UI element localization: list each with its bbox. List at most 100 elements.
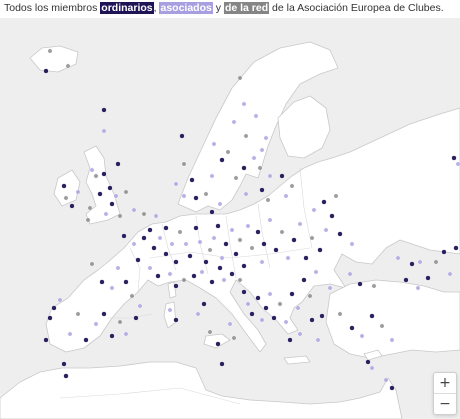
club-marker[interactable] — [307, 293, 313, 299]
club-marker[interactable] — [287, 337, 293, 343]
club-marker[interactable] — [173, 259, 179, 265]
club-marker[interactable] — [93, 173, 99, 179]
club-marker[interactable] — [285, 255, 291, 261]
club-marker[interactable] — [229, 227, 235, 233]
club-marker[interactable] — [301, 277, 307, 283]
club-marker[interactable] — [243, 191, 249, 197]
club-marker[interactable] — [227, 321, 233, 327]
club-marker[interactable] — [147, 265, 153, 271]
club-marker[interactable] — [61, 361, 67, 367]
club-marker[interactable] — [371, 283, 377, 289]
club-marker[interactable] — [203, 259, 209, 265]
club-marker[interactable] — [347, 271, 353, 277]
club-marker[interactable] — [409, 261, 415, 267]
club-marker[interactable] — [389, 337, 395, 343]
club-marker[interactable] — [167, 307, 173, 313]
club-marker[interactable] — [333, 193, 339, 199]
zoom-in-button[interactable]: + — [439, 375, 451, 391]
club-marker[interactable] — [279, 229, 285, 235]
club-marker[interactable] — [209, 173, 215, 179]
club-marker[interactable] — [357, 281, 363, 287]
club-marker[interactable] — [115, 161, 121, 167]
club-marker[interactable] — [317, 247, 323, 253]
club-marker[interactable] — [255, 229, 261, 235]
club-marker[interactable] — [267, 173, 273, 179]
club-marker[interactable] — [219, 157, 225, 163]
club-marker[interactable] — [153, 213, 159, 219]
club-marker[interactable] — [117, 319, 123, 325]
club-marker[interactable] — [203, 191, 209, 197]
club-marker[interactable] — [103, 211, 109, 217]
club-marker[interactable] — [253, 113, 259, 119]
club-marker[interactable] — [289, 183, 295, 189]
club-marker[interactable] — [267, 217, 273, 223]
club-marker[interactable] — [263, 135, 269, 141]
club-marker[interactable] — [337, 231, 343, 237]
club-marker[interactable] — [101, 171, 107, 177]
club-marker[interactable] — [141, 235, 147, 241]
club-marker[interactable] — [183, 241, 189, 247]
club-marker[interactable] — [283, 193, 289, 199]
club-marker[interactable] — [257, 165, 263, 171]
club-marker[interactable] — [209, 279, 215, 285]
club-marker[interactable] — [277, 301, 283, 307]
club-marker[interactable] — [451, 155, 457, 161]
club-marker[interactable] — [271, 315, 277, 321]
club-marker[interactable] — [201, 301, 207, 307]
club-marker[interactable] — [215, 223, 221, 229]
club-marker[interactable] — [273, 247, 279, 253]
club-marker[interactable] — [315, 337, 321, 343]
club-marker[interactable] — [141, 211, 147, 217]
europe-map[interactable]: + − — [0, 18, 460, 419]
club-marker[interactable] — [209, 209, 215, 215]
club-marker[interactable] — [259, 317, 265, 323]
club-marker[interactable] — [199, 269, 205, 275]
club-marker[interactable] — [107, 185, 113, 191]
club-marker[interactable] — [167, 271, 173, 277]
club-marker[interactable] — [279, 173, 285, 179]
club-marker[interactable] — [241, 101, 247, 107]
club-marker[interactable] — [309, 235, 315, 241]
club-marker[interactable] — [447, 271, 453, 277]
club-marker[interactable] — [147, 227, 153, 233]
club-marker[interactable] — [69, 203, 75, 209]
club-marker[interactable] — [225, 149, 231, 155]
club-marker[interactable] — [263, 305, 269, 311]
club-marker[interactable] — [207, 247, 213, 253]
club-marker[interactable] — [237, 75, 243, 81]
club-marker[interactable] — [217, 201, 223, 207]
club-marker[interactable] — [83, 337, 89, 343]
club-marker[interactable] — [191, 273, 197, 279]
club-marker[interactable] — [219, 255, 225, 261]
club-marker[interactable] — [123, 331, 129, 337]
club-marker[interactable] — [349, 241, 355, 247]
club-marker[interactable] — [155, 273, 161, 279]
club-marker[interactable] — [237, 277, 243, 283]
club-marker[interactable] — [245, 301, 251, 307]
club-marker[interactable] — [259, 259, 265, 265]
club-marker[interactable] — [75, 311, 81, 317]
club-marker[interactable] — [265, 197, 271, 203]
club-marker[interactable] — [365, 359, 371, 365]
club-marker[interactable] — [369, 313, 375, 319]
club-marker[interactable] — [233, 175, 239, 181]
club-marker[interactable] — [131, 241, 137, 247]
club-marker[interactable] — [181, 161, 187, 167]
club-marker[interactable] — [61, 183, 67, 189]
club-marker[interactable] — [137, 303, 143, 309]
club-marker[interactable] — [283, 319, 289, 325]
club-marker[interactable] — [113, 193, 119, 199]
club-marker[interactable] — [67, 331, 73, 337]
club-marker[interactable] — [221, 277, 227, 283]
club-marker[interactable] — [237, 237, 243, 243]
club-marker[interactable] — [395, 255, 401, 261]
club-marker[interactable] — [109, 333, 115, 339]
club-marker[interactable] — [89, 261, 95, 267]
club-marker[interactable] — [417, 259, 423, 265]
club-marker[interactable] — [369, 365, 375, 371]
club-marker[interactable] — [163, 251, 169, 257]
club-marker[interactable] — [243, 133, 249, 139]
club-marker[interactable] — [97, 191, 103, 197]
club-marker[interactable] — [173, 181, 179, 187]
club-marker[interactable] — [173, 283, 179, 289]
